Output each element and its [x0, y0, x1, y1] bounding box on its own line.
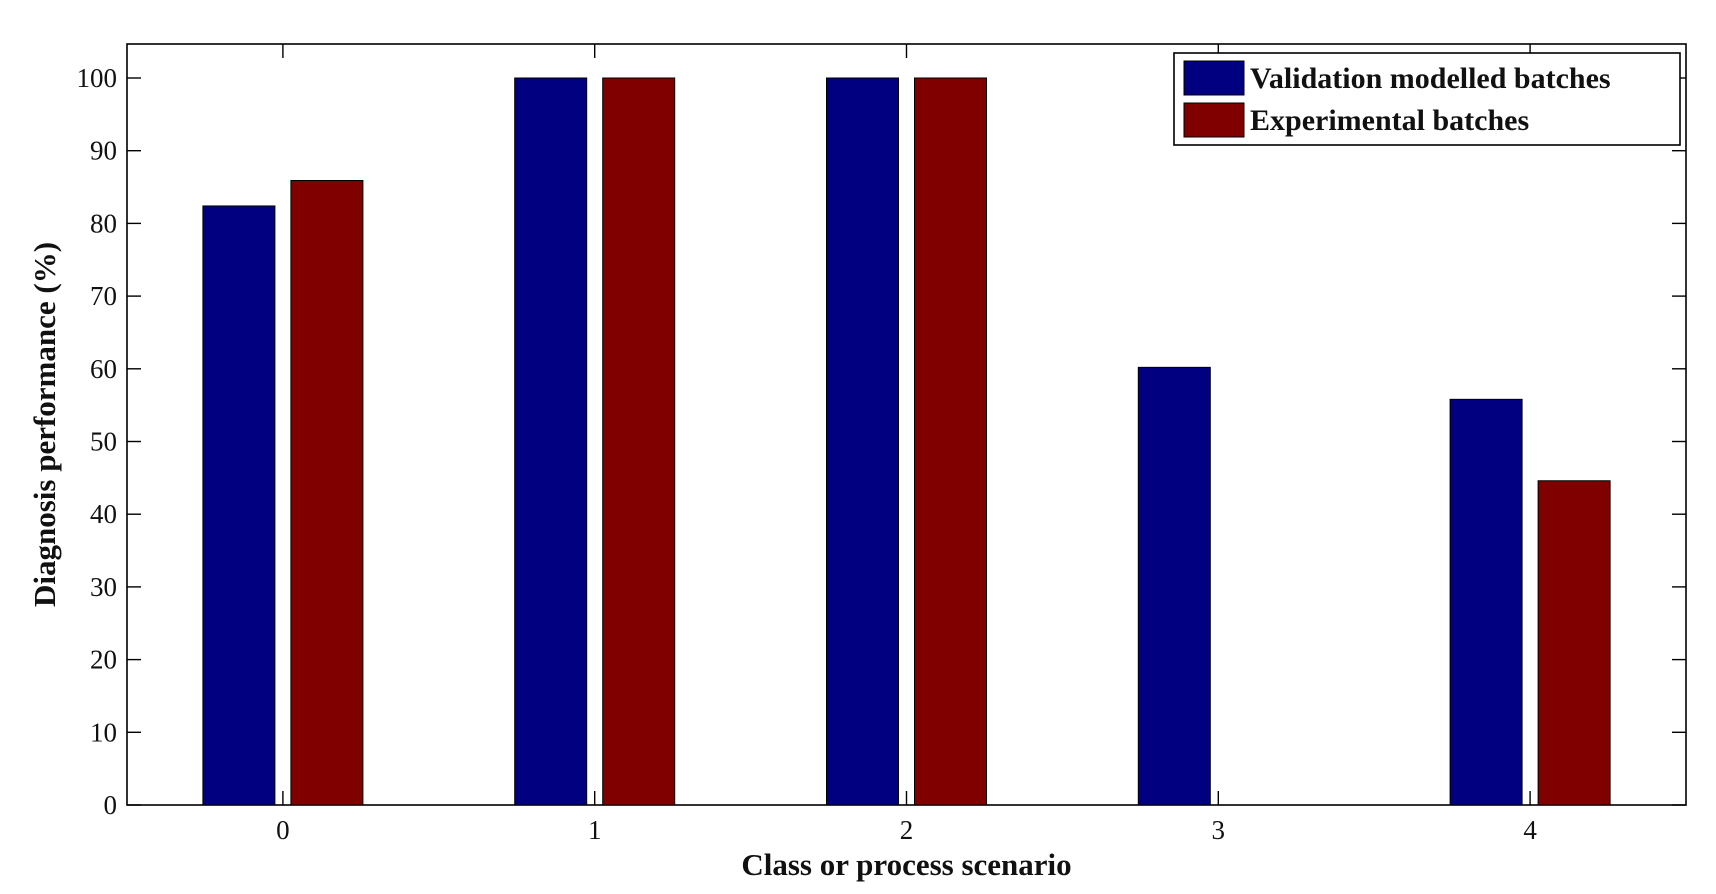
legend: Validation modelled batches Experimental …	[1173, 52, 1681, 146]
bar-experimental-2	[914, 77, 987, 806]
x-axis-label: Class or process scenario	[741, 847, 1071, 882]
legend-swatch-validation	[1183, 60, 1245, 96]
y-tick-label: 50	[90, 427, 117, 457]
y-tick-label: 80	[90, 208, 117, 238]
x-tick-label: 1	[588, 815, 602, 845]
axis-ticks	[127, 44, 1686, 806]
bars-group	[202, 77, 1611, 806]
bar-validation-4	[1449, 398, 1523, 806]
plot-frame	[126, 43, 1687, 806]
legend-label-experimental: Experimental batches	[1250, 104, 1529, 137]
y-tick-labels: 0 10 20 30 40 50 60 70 80 90 100	[77, 63, 118, 820]
legend-swatch-experimental	[1183, 102, 1245, 138]
bar-experimental-0	[290, 180, 364, 806]
y-tick-label: 10	[90, 717, 117, 747]
y-tick-label: 40	[90, 499, 117, 529]
y-axis-label: Diagnosis performance (%)	[27, 242, 62, 607]
plot-area	[126, 43, 1687, 806]
bar-experimental-4	[1537, 480, 1611, 806]
y-tick-label: 0	[104, 790, 118, 820]
bar-experimental-1	[602, 77, 676, 806]
y-tick-label: 60	[90, 354, 117, 384]
x-tick-label: 0	[276, 815, 290, 845]
y-tick-label: 20	[90, 645, 117, 675]
legend-label-validation: Validation modelled batches	[1250, 62, 1611, 95]
x-tick-labels: 0 1 2 3 4	[276, 815, 1537, 845]
bar-validation-3	[1137, 366, 1211, 806]
bar-validation-0	[202, 205, 276, 806]
x-tick-label: 3	[1212, 815, 1226, 845]
bar-validation-2	[826, 77, 899, 806]
bar-validation-1	[514, 77, 588, 806]
y-tick-label: 30	[90, 572, 117, 602]
y-tick-label: 100	[77, 63, 118, 93]
x-tick-label: 2	[900, 815, 914, 845]
x-tick-label: 4	[1523, 815, 1537, 845]
y-tick-label: 90	[90, 136, 117, 166]
legend-box	[1173, 52, 1681, 146]
y-tick-label: 70	[90, 281, 117, 311]
